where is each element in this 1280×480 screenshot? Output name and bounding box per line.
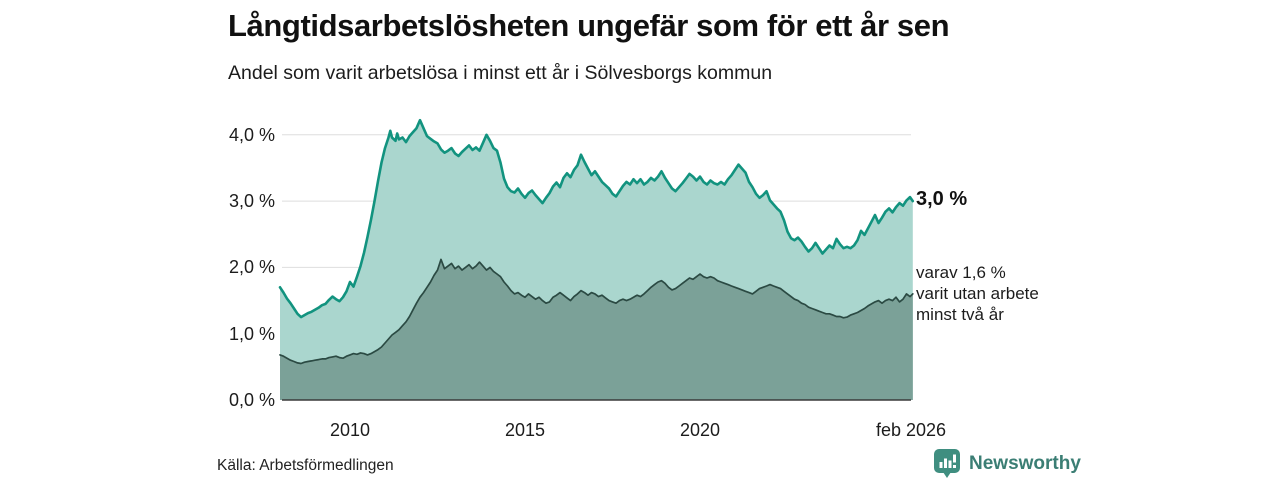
series2-end-line-2: varit utan arbete: [916, 284, 1039, 303]
y-tick-label: 4,0 %: [228, 124, 275, 145]
series2-end-value-label: varav 1,6 % varit utan arbete minst två …: [916, 262, 1039, 325]
y-tick-label: 2,0 %: [228, 257, 275, 278]
x-tick-label: 2020: [679, 420, 721, 440]
series1-end-value-label: 3,0 %: [916, 188, 968, 210]
newsworthy-brand: Newsworthy: [933, 448, 1081, 479]
x-tick-label: 2010: [329, 420, 371, 440]
y-tick-label: 0,0 %: [228, 390, 275, 410]
source-attribution: Källa: Arbetsförmedlingen: [217, 457, 394, 474]
newsworthy-bar-chart-logo-icon: [934, 449, 960, 478]
y-tick-label: 1,0 %: [228, 323, 275, 344]
page-title: Långtidsarbetslösheten ungefär som för e…: [228, 8, 950, 43]
x-tick-label: feb 2026: [875, 420, 947, 440]
chart-subtitle: Andel som varit arbetslösa i minst ett å…: [228, 62, 773, 84]
x-tick-label: 2015: [504, 420, 546, 440]
series2-end-line-3: minst två år: [916, 305, 1004, 324]
y-tick-label: 3,0 %: [228, 191, 275, 212]
newsworthy-brand-name: Newsworthy: [969, 452, 1081, 474]
series2-end-line-1: varav 1,6 %: [916, 263, 1006, 282]
